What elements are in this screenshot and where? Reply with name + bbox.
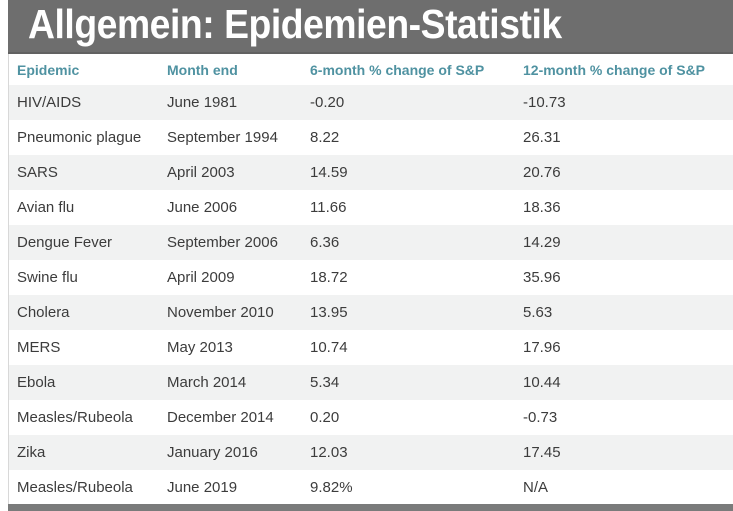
- table-cell: -0.73: [523, 409, 558, 426]
- table-cell: June 1981: [167, 94, 238, 111]
- bottom-bar: [8, 504, 733, 511]
- table-cell: November 2010: [167, 304, 274, 321]
- column-header-month-end: Month end: [167, 61, 238, 78]
- table-cell: 13.95: [310, 304, 348, 321]
- table-cell: September 1994: [167, 129, 278, 146]
- table-row: HIV/AIDS June 1981 -0.20 -10.73: [9, 85, 733, 120]
- table-cell: April 2003: [167, 164, 235, 181]
- table-cell: 20.76: [523, 164, 561, 181]
- table-cell: 14.29: [523, 234, 561, 251]
- table-cell: Pneumonic plague: [17, 129, 142, 146]
- table-row: Cholera November 2010 13.95 5.63: [9, 295, 733, 330]
- table-header-row: Epidemic Month end 6-month % change of S…: [9, 54, 733, 85]
- table-cell: Zika: [17, 444, 46, 461]
- table-cell: March 2014: [167, 374, 247, 391]
- table-cell: 6.36: [310, 234, 340, 251]
- table-cell: -0.20: [310, 94, 345, 111]
- table-cell: 0.20: [310, 409, 340, 426]
- table-row: Zika January 2016 12.03 17.45: [9, 435, 733, 470]
- epidemic-table: Epidemic Month end 6-month % change of S…: [8, 54, 733, 504]
- table-cell: June 2019: [167, 479, 238, 496]
- table-cell: 17.45: [523, 444, 561, 461]
- table-row: Avian flu June 2006 11.66 18.36: [9, 190, 733, 225]
- table-row: Pneumonic plague September 1994 8.22 26.31: [9, 120, 733, 155]
- table-cell: SARS: [17, 164, 58, 181]
- table-row: Ebola March 2014 5.34 10.44: [9, 365, 733, 400]
- table-cell: 5.34: [310, 374, 340, 391]
- table-cell: N/A: [523, 479, 549, 496]
- table-cell: 18.72: [310, 269, 348, 286]
- left-gutter: [0, 0, 8, 511]
- table-row: Dengue Fever September 2006 6.36 14.29: [9, 225, 733, 260]
- table-cell: 10.44: [523, 374, 561, 391]
- table-cell: Measles/Rubeola: [17, 409, 133, 426]
- column-header-6-month-change: 6-month % change of S&P: [310, 61, 485, 78]
- table-cell: 26.31: [523, 129, 561, 146]
- table-body: HIV/AIDS June 1981 -0.20 -10.73 Pneumonic pl…: [9, 85, 733, 504]
- page-title: Allgemein: Epidemien-Statistik: [28, 0, 562, 47]
- table-cell: Cholera: [17, 304, 70, 321]
- table-cell: HIV/AIDS: [17, 94, 82, 111]
- table-cell: 9.82%: [310, 479, 353, 496]
- table-cell: Ebola: [17, 374, 56, 391]
- table-cell: 14.59: [310, 164, 348, 181]
- column-header-epidemic: Epidemic: [17, 61, 80, 78]
- title-bar: Allgemein: Epidemien-Statistik: [8, 0, 733, 54]
- table-cell: 11.66: [310, 199, 347, 216]
- table-row: Measles/Rubeola June 2019 9.82% N/A: [9, 470, 733, 504]
- table-cell: Swine flu: [17, 269, 78, 286]
- table-cell: January 2016: [167, 444, 258, 461]
- table-cell: Dengue Fever: [17, 234, 113, 251]
- table-cell: 17.96: [523, 339, 561, 356]
- column-header-12-month-change: 12-month % change of S&P: [523, 61, 706, 78]
- table-cell: Measles/Rubeola: [17, 479, 133, 496]
- table-cell: -10.73: [523, 94, 566, 111]
- table-cell: December 2014: [167, 409, 274, 426]
- table-row: Swine flu April 2009 18.72 35.96: [9, 260, 733, 295]
- table-row: MERS May 2013 10.74 17.96: [9, 330, 733, 365]
- table-cell: 35.96: [523, 269, 561, 286]
- table-cell: 8.22: [310, 129, 340, 146]
- table-row: Measles/Rubeola December 2014 0.20 -0.73: [9, 400, 733, 435]
- table-cell: 12.03: [310, 444, 348, 461]
- table-cell: May 2013: [167, 339, 233, 356]
- table-cell: September 2006: [167, 234, 278, 251]
- table-cell: 5.63: [523, 304, 553, 321]
- table-row: SARS April 2003 14.59 20.76: [9, 155, 733, 190]
- table-cell: 18.36: [523, 199, 561, 216]
- table-cell: April 2009: [167, 269, 235, 286]
- table-cell: MERS: [17, 339, 61, 356]
- table-cell: 10.74: [310, 339, 348, 356]
- table-cell: June 2006: [167, 199, 238, 216]
- table-cell: Avian flu: [17, 199, 75, 216]
